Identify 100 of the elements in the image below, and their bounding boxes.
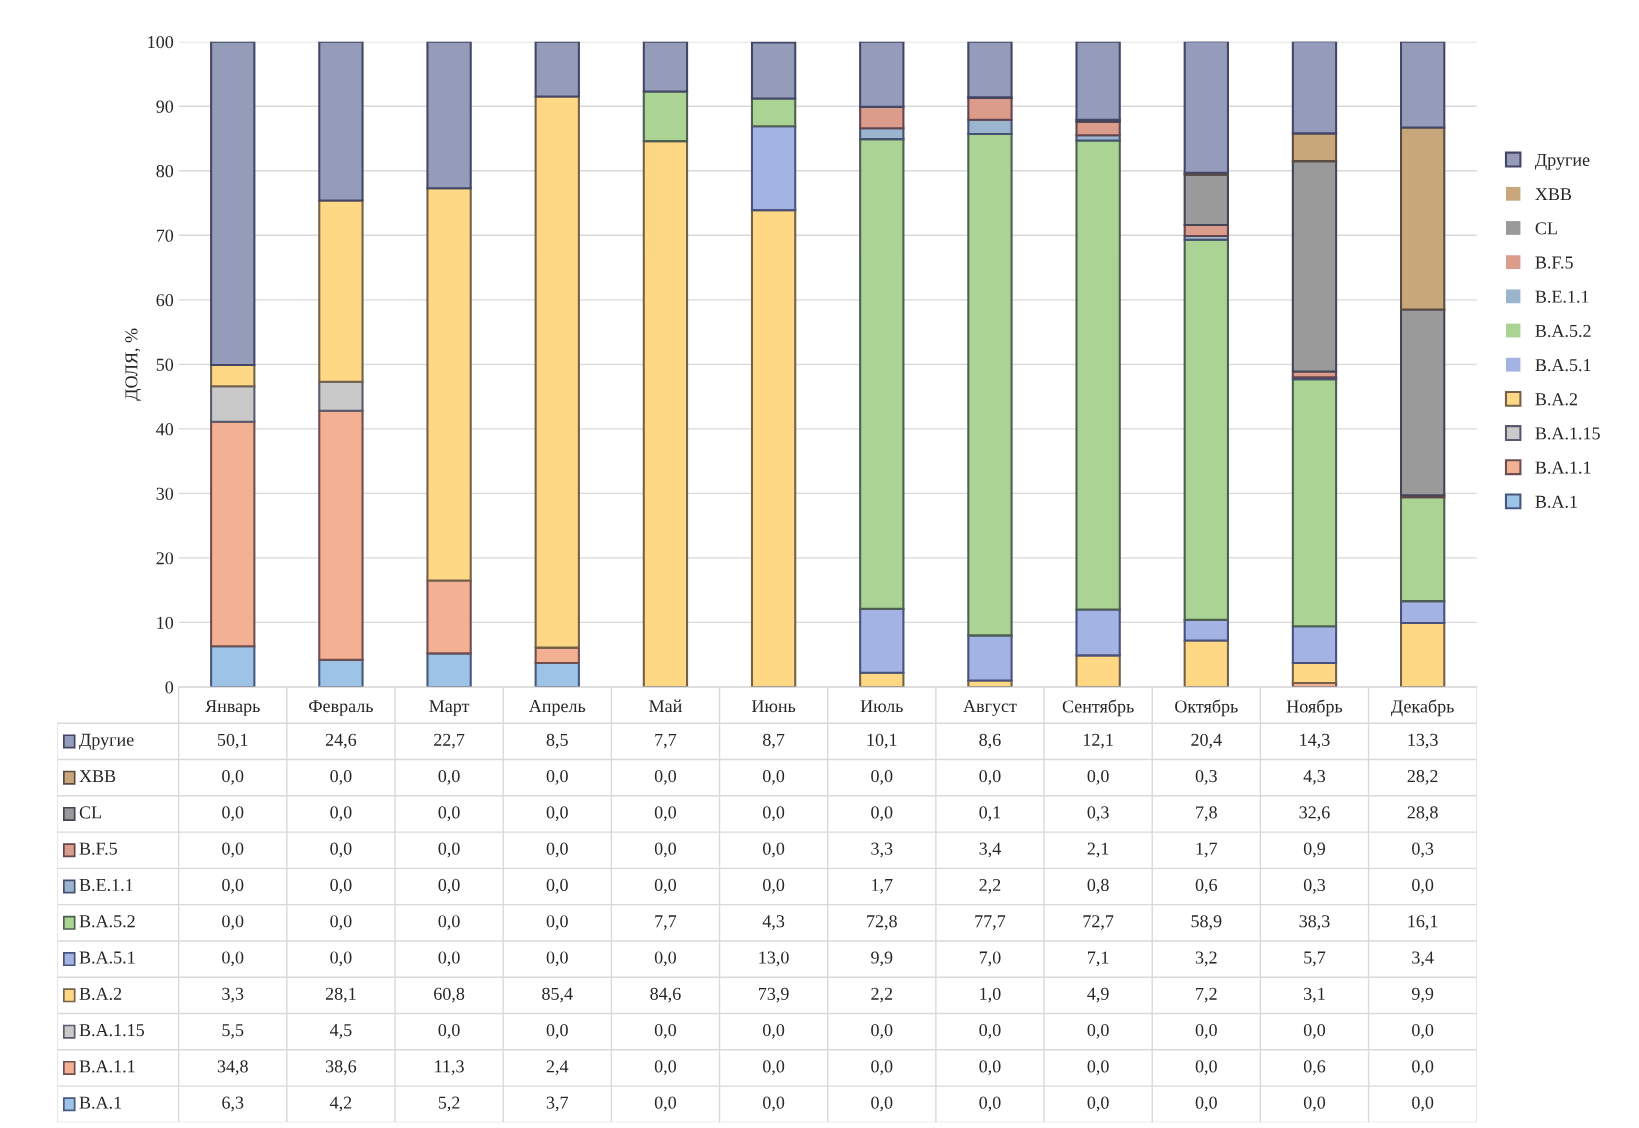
data-label: 28,1 [325,987,356,1003]
data-label: 0,0 [546,915,568,930]
data-label: 4,2 [329,1096,352,1112]
y-tick-label: 100 [148,35,174,49]
data-label: 0,1 [979,806,1001,822]
data-label: 0,0 [1087,770,1109,785]
data-label: 22,7 [434,733,465,749]
text: B.A.5.1 [79,951,135,964]
data-label: 4,5 [329,1024,352,1039]
y-axis-title: ДОЛЯ, % [125,328,142,401]
data-label: 28,2 [1407,770,1438,785]
x-tick-label: Июль [860,700,903,713]
data-label: 0,0 [654,1060,677,1076]
data-label: 3,3 [871,842,893,858]
data-label: 5,2 [438,1096,460,1112]
text: XBB [79,770,116,783]
data-label: 9,9 [871,951,893,967]
y-tick-label: 0 [165,681,174,694]
data-label: 2,4 [546,1060,569,1076]
text: B.A.1.15 [1535,427,1600,440]
legend-label: B.A.1 [79,1096,122,1109]
data-label: 0,0 [654,878,677,894]
data-label: 0,0 [546,842,568,858]
x-tick-label: Июнь [751,700,796,713]
legend-label: B.A.5.2 [1535,324,1591,338]
x-tick-label: Август [963,700,1017,716]
data-label: 60,8 [434,987,465,1003]
y-tick-label: 40 [156,423,174,436]
legend-label: B.A.1.15 [79,1024,144,1037]
data-label: 0,0 [330,915,352,930]
data-label: 0,3 [1195,770,1217,785]
data-label: 3,4 [979,842,1001,858]
data-label: 0,0 [222,915,244,930]
legend-label: B.E.1.1 [1535,290,1589,303]
data-label: 0,0 [871,806,893,822]
data-label: 0,0 [330,951,352,967]
data-label: 0,3 [1303,878,1326,894]
data-label: 7,7 [655,915,677,930]
data-label: 1,7 [872,878,893,894]
text: B.A.2 [79,987,122,1000]
data-label: 2,1 [1087,842,1109,858]
text: B.F.5 [79,842,117,855]
y-tick-label: 30 [156,487,174,500]
data-label: 0,0 [546,951,568,967]
data-label: 0,0 [1195,1060,1217,1076]
data-label: 7,2 [1196,987,1217,1003]
data-label: 85,4 [542,987,573,1003]
x-tick-label: Декабрь [1391,699,1454,717]
data-label: 0,0 [438,951,460,967]
data-label: 3,4 [1412,951,1434,967]
data-label: 0,0 [438,878,460,894]
data-label: 13,0 [759,951,789,967]
data-label: 8,5 [546,733,568,749]
data-label: 9,9 [1411,987,1434,1003]
y-tick-label: 80 [156,165,174,178]
text: CL [79,806,101,819]
data-label: 7,8 [1196,806,1217,822]
x-tick-label: Май [649,699,682,713]
data-label: 3,3 [222,987,244,1003]
legend-label: B.F.5 [1535,256,1573,269]
data-label: 0,0 [871,1060,893,1076]
data-label: 14,3 [1300,733,1330,749]
data-label: 0,0 [222,878,244,894]
data-label: 4,9 [1087,987,1109,1003]
x-tick-label: Октябрь [1175,699,1238,717]
data-label: 1,0 [980,987,1001,1003]
x-tick-label: Сентябрь [1062,699,1134,717]
y-tick-label: 10 [157,616,174,629]
data-label: 0,0 [979,1023,1001,1039]
data-label: 0,0 [654,1096,677,1112]
data-label: 6,3 [222,1096,244,1112]
data-label: 0,0 [871,1096,893,1112]
x-tick-label: Март [429,700,470,716]
data-label: 72,8 [867,915,897,930]
data-label: 32,6 [1299,806,1330,822]
data-label: 13,3 [1408,733,1438,749]
data-label: 5,7 [1304,951,1326,967]
data-label: 0,0 [654,842,677,858]
y-tick-label: 90 [156,100,174,113]
data-label: 0,0 [438,770,460,785]
text: B.A.1 [1535,495,1577,508]
y-tick-label: 60 [156,294,174,307]
data-label: 7,7 [655,733,677,749]
data-label: 0,0 [1195,1096,1217,1112]
data-label: 0,0 [1087,1096,1109,1112]
text: Другие [79,733,134,750]
data-label: 0,0 [763,1060,785,1076]
data-label: 0,6 [1195,878,1218,894]
data-label: 0,0 [763,1096,785,1112]
data-label: 0,0 [1195,1023,1217,1039]
data-label: 3,2 [1195,951,1217,967]
data-label: 84,6 [650,987,681,1003]
data-label: 2,2 [871,987,893,1003]
data-label: 50,1 [217,733,248,749]
data-label: 0,0 [438,1023,460,1039]
data-label: 0,0 [979,1096,1001,1112]
data-label: 72,7 [1083,915,1114,930]
data-label: 3,1 [1304,987,1325,1003]
data-label: 7,1 [1088,951,1109,967]
data-label: 0,3 [1087,806,1109,822]
